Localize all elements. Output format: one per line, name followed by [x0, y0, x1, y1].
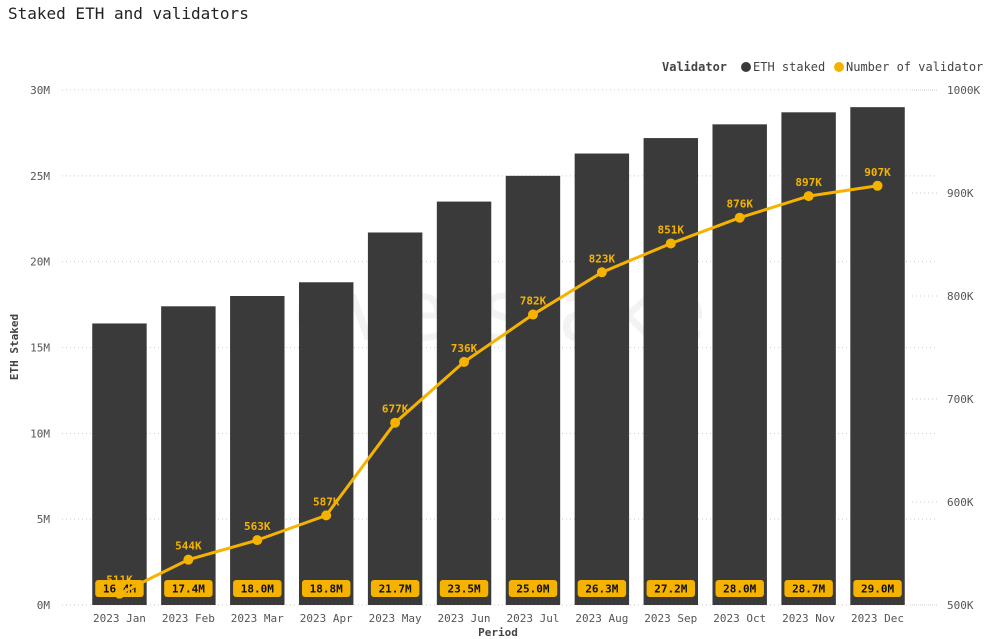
line-data-label: 677K: [382, 403, 409, 416]
line-point[interactable]: [114, 588, 125, 599]
line-series: 511K 544K 563K 587K 677K 736K 782K 823K 851K 876K…: [106, 166, 891, 599]
legend-swatch-eth: [741, 62, 751, 72]
y-axis-left: 0M 5M 10M 15M 20M 25M 30M: [30, 84, 50, 612]
bar-data-label: 23.5M: [447, 583, 480, 596]
bar-label-bg: [301, 580, 351, 597]
chart-title: Staked ETH and validators: [8, 4, 249, 23]
line-point[interactable]: [183, 554, 194, 565]
x-tick-label: 2023 Dec: [851, 612, 904, 625]
bar[interactable]: [298, 282, 354, 605]
y-left-tick-label: 15M: [30, 342, 50, 355]
y-axis-right: 500K 600K 700K 800K 900K 1000K: [947, 84, 980, 612]
x-axis: 2023 Jan 2023 Feb 2023 Mar 2023 Apr 2023 May…: [93, 612, 904, 625]
x-tick-label: 2023 Mar: [231, 612, 284, 625]
x-tick-label: 2023 Aug: [575, 612, 628, 625]
bar[interactable]: [230, 296, 285, 605]
bar-data-label: 25.0M: [516, 583, 549, 596]
bar-data-label: 26.3M: [585, 583, 618, 596]
y-axis-title: ETH Staked: [8, 314, 21, 380]
legend-item-eth-staked[interactable]: ETH staked: [753, 60, 825, 74]
line-point[interactable]: [459, 356, 470, 367]
bar-data-label: 21.7M: [379, 583, 412, 596]
bar-data-label: 18.8M: [310, 583, 343, 596]
line-point[interactable]: [734, 212, 745, 223]
x-tick-label: 2023 May: [369, 612, 422, 625]
bar-label-bg: [95, 580, 144, 597]
x-tick-label: 2023 Feb: [162, 612, 215, 625]
line-data-label: 897K: [795, 176, 822, 189]
y-left-tick-label: 25M: [30, 170, 50, 183]
bar-label-bg: [439, 580, 489, 597]
x-tick-label: 2023 Jul: [506, 612, 559, 625]
line-point[interactable]: [665, 238, 676, 249]
validator-line: [118, 184, 878, 596]
y-left-tick-label: 10M: [30, 427, 50, 440]
line-data-label: 736K: [451, 342, 478, 355]
bar-label-bg: [784, 580, 833, 597]
y-right-tick-label: 900K: [947, 187, 974, 200]
y-left-tick-label: 20M: [30, 256, 50, 269]
bar[interactable]: [92, 323, 147, 605]
legend-swatch-validators: [834, 62, 844, 72]
bar-data-label: 28.0M: [723, 583, 756, 596]
y-right-tick-label: 700K: [947, 393, 974, 406]
watermark: everstake: [293, 262, 706, 360]
x-tick-label: 2023 Apr: [300, 612, 353, 625]
line-point[interactable]: [252, 535, 263, 546]
bar-label-bg: [370, 580, 420, 597]
bar[interactable]: [643, 138, 699, 606]
x-tick-label: 2023 Jan: [93, 612, 146, 625]
bar-label-bg: [715, 580, 764, 597]
y-right-tick-label: 500K: [947, 599, 974, 612]
line-point[interactable]: [527, 309, 538, 320]
y-right-tick-label: 800K: [947, 290, 974, 303]
bar-label-bg: [508, 580, 558, 597]
bar[interactable]: [574, 153, 630, 605]
x-tick-label: 2023 Sep: [644, 612, 697, 625]
line-data-label: 851K: [658, 223, 685, 236]
line-data-label: 544K: [175, 540, 202, 553]
legend-item-validators[interactable]: Number of validator: [846, 60, 983, 74]
bar-label-bg: [577, 580, 627, 597]
bar[interactable]: [436, 201, 492, 606]
bar-data-label: 27.2M: [654, 583, 687, 596]
x-tick-label: 2023 Nov: [782, 612, 835, 625]
bar-label-bg: [853, 580, 902, 597]
y-right-tick-label: 1000K: [947, 84, 980, 97]
x-axis-title: Period: [478, 626, 518, 639]
bar-data-label: 29.0M: [861, 583, 894, 596]
gridlines: [62, 89, 940, 606]
bar-label-bg: [646, 580, 696, 597]
y-right-tick-label: 600K: [947, 496, 974, 509]
line-data-label: 587K: [313, 495, 340, 508]
bar-data-label: 18.0M: [241, 583, 274, 596]
y-left-tick-label: 30M: [30, 84, 50, 97]
legend[interactable]: Validator ETH staked Number of validator: [662, 60, 983, 74]
line-data-label: 907K: [864, 166, 891, 179]
bar-label-bg: [164, 580, 213, 597]
legend-title: Validator: [662, 60, 727, 74]
line-data-label: 782K: [520, 295, 547, 308]
line-point[interactable]: [596, 267, 607, 278]
x-tick-label: 2023 Jun: [438, 612, 491, 625]
line-data-label: 823K: [589, 252, 616, 265]
bar[interactable]: [712, 124, 767, 605]
y-left-tick-label: 5M: [37, 513, 51, 526]
bar[interactable]: [505, 175, 561, 606]
y-left-tick-label: 0M: [37, 599, 51, 612]
bar-data-label: 28.7M: [792, 583, 825, 596]
x-tick-label: 2023 Oct: [713, 612, 766, 625]
line-data-label: 511K: [106, 574, 133, 587]
line-point[interactable]: [872, 180, 883, 191]
bar-data-label: 17.4M: [172, 583, 205, 596]
line-data-label: 876K: [726, 198, 753, 211]
line-point[interactable]: [390, 417, 401, 428]
watermark-text: everstake: [293, 262, 706, 360]
bar-label-bg: [233, 580, 282, 597]
line-point[interactable]: [803, 191, 814, 202]
line-data-label: 563K: [244, 520, 271, 533]
line-point[interactable]: [321, 510, 332, 521]
